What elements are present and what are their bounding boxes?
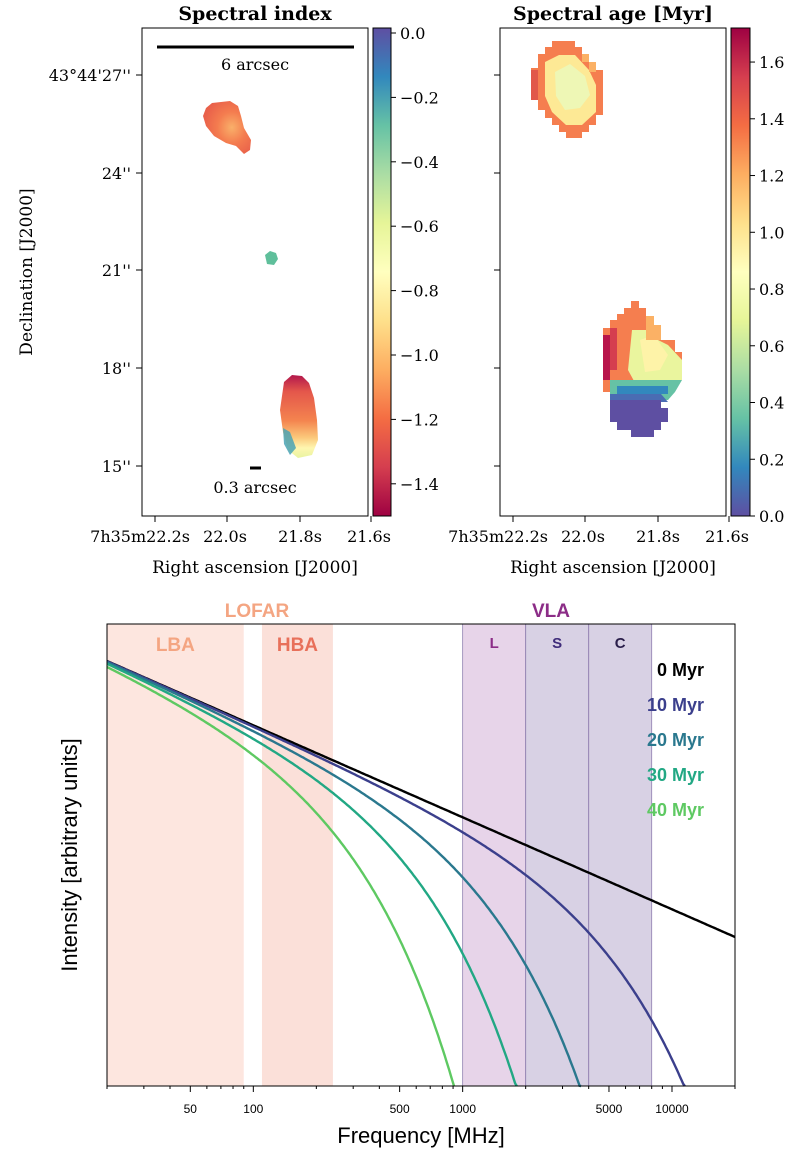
spectral-index-xlabel: Right ascension [J2000] — [152, 558, 358, 578]
spectrum-ylabel: Intensity [arbitrary units] — [57, 738, 82, 972]
spectral-curves — [106, 659, 736, 1088]
legend-entry: 10 Myr — [647, 695, 704, 715]
band-label-l: L — [490, 635, 499, 652]
x-tick-label-21.6: 21.6s — [347, 527, 391, 546]
spectral-age-y-ticks — [494, 74, 500, 467]
spectral-index-colorbar-tick-label: −0.8 — [400, 282, 439, 301]
spectral-age-colorbar-tick-label: 1.4 — [759, 110, 784, 129]
spectrum-panel: LBA HBA L S C LOFAR VLA 0 Myr 10 Myr 20 Myr 30 … — [57, 601, 736, 1148]
spectrum-axes — [106, 623, 736, 1087]
lofar-group-label: LOFAR — [225, 601, 290, 622]
band-label-c: C — [615, 635, 626, 652]
spectral-age-colorbar-tick-label: 0.2 — [759, 450, 784, 469]
spectral-index-panel: Spectral index 6 arcsec 0.3 arcsec 43°44… — [17, 3, 439, 578]
spectral-index-colorbar-tick-label: −0.4 — [400, 153, 439, 172]
spectral-age-colorbar-tick-label: 1.0 — [759, 223, 784, 242]
band-labels: LBA HBA L S C — [156, 635, 626, 656]
age-south-lobe — [603, 301, 682, 437]
band-hba — [261, 624, 333, 1086]
spectrum-xlabel: Frequency [MHz] — [337, 1123, 505, 1148]
band-label-hba: HBA — [277, 635, 318, 656]
spectral-index-y-ticks — [136, 74, 142, 467]
spectral-age-colorbar — [730, 27, 751, 517]
spectral-index-x-ticks — [154, 516, 372, 522]
x-tick-label: 500 — [390, 1102, 410, 1116]
spectral-age-colorbar-tick-label: 0.0 — [759, 507, 784, 526]
age-x-tick-label-21.6: 21.6s — [705, 527, 749, 546]
spectral-age-axes — [499, 27, 727, 517]
x-tick-label: 1000 — [449, 1102, 476, 1116]
spectral-age-colorbar-tick-label: 1.6 — [759, 53, 784, 72]
spectral-age-colorbar-tick-label: 1.2 — [759, 167, 784, 186]
band-s — [525, 623, 590, 1087]
vla-group-label: VLA — [532, 601, 570, 622]
y-tick-label-18: 18'' — [102, 359, 131, 378]
spectral-age-colorbar-tick-label: 0.8 — [759, 280, 784, 299]
x-tick-label-21.8: 21.8s — [278, 527, 322, 546]
spectral-age-colorbar-tick-label: 0.4 — [759, 394, 784, 413]
source-south-lobe-edge — [283, 428, 296, 455]
y-tick-label-21: 21'' — [102, 261, 131, 280]
x-tick-label: 50 — [184, 1102, 198, 1116]
curve-30-myr — [106, 662, 518, 1087]
spectral-age-x-ticks — [512, 516, 730, 522]
scale-bar-6-arcsec-label: 6 arcsec — [221, 55, 289, 74]
band-label-s: S — [552, 635, 562, 652]
curve-40-myr — [106, 665, 456, 1087]
spectral-index-colorbar-tick-label: −0.6 — [400, 217, 439, 236]
legend-entry: 40 Myr — [647, 800, 704, 820]
y-tick-label-27: 43°44'27'' — [49, 66, 131, 85]
frequency-bands — [107, 623, 653, 1087]
x-tick-label: 5000 — [596, 1102, 623, 1116]
age-north-lobe — [531, 41, 603, 138]
spectral-index-colorbar — [372, 27, 392, 517]
band-l — [462, 623, 527, 1087]
age-x-tick-label-22.0: 22.0s — [561, 527, 605, 546]
source-north-lobe — [203, 101, 251, 154]
spectral-age-colorbar-ticks: 0.0 0.2 0.4 0.6 0.8 1.0 1.2 1.4 1.6 — [750, 53, 784, 526]
spectral-index-colorbar-ticks: 0.0 −0.2 −0.4 −0.6 −0.8 −1.0 −1.2 −1.4 — [391, 24, 439, 494]
spectral-age-xlabel: Right ascension [J2000] — [510, 558, 716, 578]
spectral-index-colorbar-tick-label: −1.0 — [400, 346, 439, 365]
x-tick-label: 100 — [243, 1102, 263, 1116]
spectral-age-title: Spectral age [Myr] — [513, 3, 713, 25]
spectrum-x-ticks: 50 100 500 1000 5000 10000 — [106, 1086, 736, 1116]
curve-10-myr — [106, 660, 686, 1087]
spectral-index-ylabel: Declination [J2000] — [17, 188, 37, 355]
source-core — [265, 251, 278, 265]
spectral-age-colorbar-tick-label: 0.6 — [759, 337, 784, 356]
curve-20-myr — [106, 661, 582, 1088]
age-legend: 0 Myr 10 Myr 20 Myr 30 Myr 40 Myr — [647, 660, 704, 820]
spectral-index-colorbar-tick-label: 0.0 — [400, 24, 425, 43]
legend-entry: 20 Myr — [647, 730, 704, 750]
band-label-lba: LBA — [156, 635, 195, 656]
x-tick-label-22.2: 7h35m22.2s — [90, 527, 190, 546]
scale-bar-0.3-arcsec-label: 0.3 arcsec — [213, 478, 296, 497]
band-lba — [107, 624, 244, 1086]
age-x-tick-label-22.2: 7h35m22.2s — [448, 527, 548, 546]
spectral-index-colorbar-tick-label: −1.4 — [400, 475, 439, 494]
spectral-index-axes — [141, 27, 369, 517]
x-tick-label-22.0: 22.0s — [203, 527, 247, 546]
y-tick-label-24: 24'' — [102, 164, 131, 183]
spectral-index-colorbar-tick-label: −1.2 — [400, 410, 439, 429]
legend-entry: 0 Myr — [657, 660, 704, 680]
x-tick-label: 10000 — [655, 1102, 689, 1116]
age-x-tick-label-21.8: 21.8s — [636, 527, 680, 546]
legend-entry: 30 Myr — [647, 765, 704, 785]
y-tick-label-15: 15'' — [102, 457, 131, 476]
spectral-index-title: Spectral index — [178, 3, 332, 25]
spectral-age-panel: Spectral age [Myr] — [448, 3, 784, 578]
band-c — [588, 623, 653, 1087]
spectral-index-colorbar-tick-label: −0.2 — [400, 88, 439, 107]
